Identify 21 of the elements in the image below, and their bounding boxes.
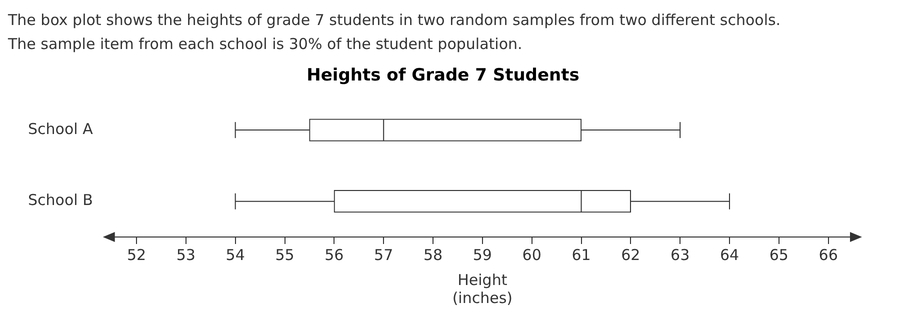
x-tick-label: 65 xyxy=(769,246,788,264)
x-tick-label: 55 xyxy=(275,246,294,264)
x-tick-label: 53 xyxy=(176,246,196,264)
x-tick-label: 62 xyxy=(621,246,640,264)
x-tick-label: 66 xyxy=(818,246,838,264)
x-tick-label: 54 xyxy=(226,246,245,264)
x-tick-label: 59 xyxy=(472,246,492,264)
text: The box plot shows the heights of grade 7 students in two random samples from two different schools. xyxy=(8,10,782,31)
y-tick-label: School A xyxy=(28,120,94,138)
x-tick-label: 56 xyxy=(324,246,344,264)
chart-title: Heights of Grade 7 Students xyxy=(306,66,580,86)
text: The sample item from each school is 30% of the student population. xyxy=(8,34,524,55)
x-axis-title: Height (inches) xyxy=(452,270,513,307)
x-tick-label: 60 xyxy=(522,246,542,264)
x-tick-label: 52 xyxy=(126,246,146,264)
x-tick-label: 64 xyxy=(720,246,740,264)
x-tick-label: 61 xyxy=(572,246,591,264)
x-tick-label: 63 xyxy=(670,246,690,264)
x-tick-label: 57 xyxy=(374,246,394,264)
x-tick-label: 58 xyxy=(423,246,443,264)
y-tick-label: School B xyxy=(28,191,93,210)
